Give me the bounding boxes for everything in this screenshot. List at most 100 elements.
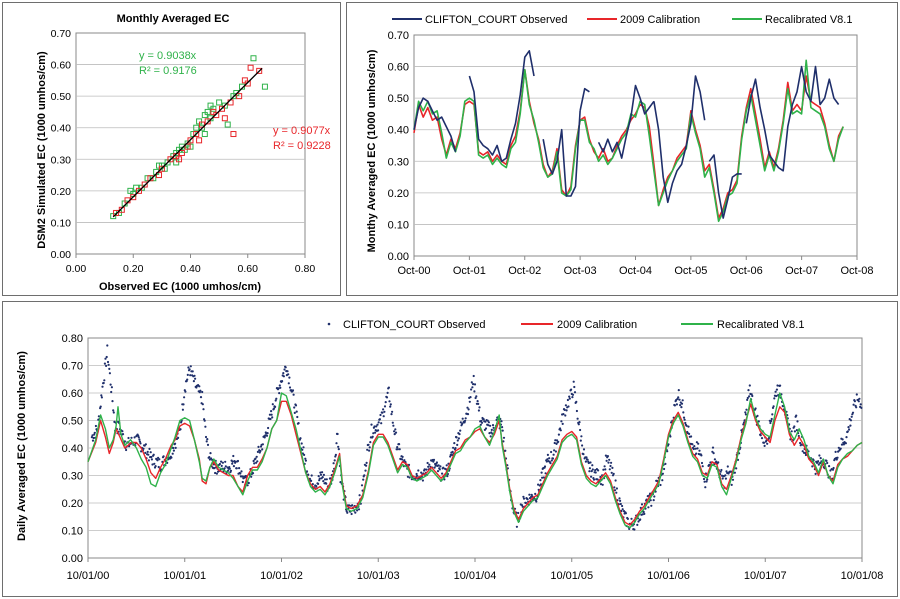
observed-dot	[468, 400, 471, 403]
observed-dot	[554, 450, 558, 453]
observed-dot	[450, 453, 454, 457]
observed-dot	[91, 434, 94, 437]
calibration-2009-scatter-point	[204, 118, 211, 125]
observed-dot	[389, 405, 392, 408]
observed-dot	[428, 463, 431, 466]
y-tick-label: 0.50	[62, 416, 83, 428]
observed-dot	[436, 470, 440, 473]
scatter-x-axis-label: Observed EC (1000 umhos/cm)	[99, 281, 261, 293]
observed-dot	[564, 404, 568, 407]
plot-area-frame	[413, 34, 858, 257]
observed-dot	[255, 455, 258, 458]
y-tick-label: 0.10	[388, 219, 409, 231]
observed-dot	[695, 452, 698, 455]
observed-dot	[368, 449, 371, 452]
observed-dot	[214, 471, 217, 475]
observed-dot	[454, 447, 457, 450]
observed-dot	[278, 392, 281, 395]
y-tick-label: 0.70	[51, 28, 72, 40]
x-tick-label: Oct-05	[674, 265, 707, 277]
observed-dot	[763, 444, 766, 447]
observed-dot	[390, 413, 393, 416]
observed-dot	[152, 453, 155, 456]
observed-dot	[275, 397, 278, 400]
observed-dot	[550, 450, 553, 454]
observed-dot	[653, 495, 656, 498]
observed-dot	[770, 419, 773, 423]
observed-dot	[203, 419, 206, 422]
observed-dot	[157, 465, 160, 469]
scatter-x-ticks: 0.00 0.20 0.40 0.60 0.80	[66, 254, 315, 275]
x-tick-label: 0.40	[180, 263, 201, 275]
observed-dot	[609, 464, 612, 468]
y-tick-label: 0.60	[388, 62, 409, 74]
recalibrated-scatter-point	[250, 55, 257, 62]
observed-dot	[426, 461, 429, 465]
x-tick-label: 0.20	[123, 263, 144, 275]
observed-dot	[442, 466, 445, 469]
recalibrated-scatter-point	[198, 124, 205, 131]
observed-dot	[381, 411, 384, 414]
observed-dot	[376, 423, 379, 426]
observed-dot	[679, 404, 682, 407]
observed-dot	[724, 477, 728, 480]
green-r-squared: R² = 0.9176	[139, 65, 197, 77]
observed-dot	[637, 520, 640, 523]
observed-dot	[140, 450, 143, 453]
observed-dot	[224, 465, 227, 468]
calibration-2009-scatter-point	[210, 108, 217, 115]
observed-dot	[472, 374, 475, 378]
observed-dot	[489, 435, 492, 438]
observed-dot	[305, 470, 309, 473]
legend-2009-label: 2009 Calibration	[620, 14, 700, 26]
observed-dot	[619, 502, 622, 506]
observed-dot	[270, 413, 273, 416]
observed-dot	[451, 450, 454, 453]
observed-dot	[181, 408, 184, 411]
calibration-2009-scatter-point	[156, 172, 163, 179]
observed-dot	[680, 406, 683, 409]
observed-dot	[417, 469, 420, 472]
observed-dot	[379, 413, 382, 417]
observed-dot	[771, 413, 774, 416]
observed-dot	[148, 447, 151, 450]
observed-dot	[774, 390, 777, 393]
observed-dot	[464, 417, 467, 420]
observed-dot	[560, 420, 563, 423]
observed-dot	[534, 492, 537, 495]
observed-dot	[315, 485, 318, 488]
observed-dot	[373, 425, 376, 428]
observed-dot	[277, 387, 280, 390]
observed-dot	[263, 436, 266, 439]
observed-dot	[238, 467, 241, 470]
observed-dot	[319, 473, 323, 476]
observed-dot	[255, 461, 258, 464]
observed-dot	[187, 366, 190, 369]
observed-dot	[575, 409, 579, 413]
observed-dot	[389, 403, 392, 406]
observed-dot	[567, 405, 570, 408]
observed-dot	[571, 396, 574, 399]
observed-dot	[612, 472, 615, 475]
calibration-2009-scatter-point	[178, 149, 185, 156]
observed-dot	[661, 472, 665, 475]
observed-dot	[158, 458, 161, 461]
observed-dot	[293, 411, 296, 414]
x-tick-label: 10/01/06	[647, 570, 690, 582]
scatter-chart: Monthly Averaged EC 0.00 0.10 0.20 0.30 0.40…	[36, 13, 331, 293]
observed-dot	[551, 457, 555, 460]
observed-dot	[282, 375, 285, 378]
observed-dot	[232, 465, 235, 468]
observed-dot	[420, 471, 423, 474]
observed-dot	[198, 385, 201, 388]
observed-dot	[582, 448, 586, 451]
observed-dot	[394, 431, 398, 434]
observed-dot	[552, 453, 555, 456]
observed-dot	[383, 410, 386, 413]
observed-dot	[522, 497, 526, 500]
observed-dot	[356, 509, 359, 512]
calibration-2009-scatter-point	[187, 137, 194, 144]
observed-dot	[99, 405, 102, 408]
observed-dot	[257, 445, 260, 448]
observed-dot	[790, 430, 793, 433]
